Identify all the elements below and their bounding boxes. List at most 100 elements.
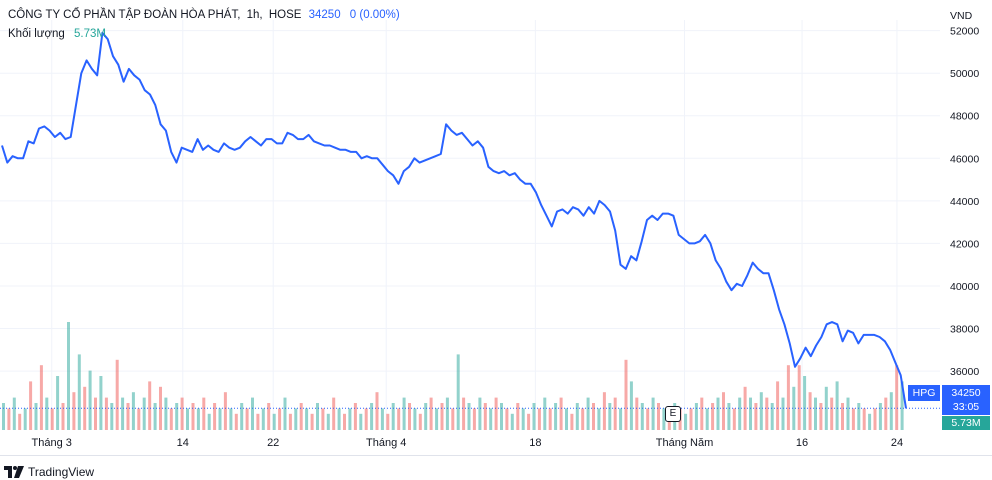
volume-bar — [418, 413, 422, 430]
volume-bar — [196, 408, 200, 430]
volume-bar — [808, 392, 812, 430]
volume-bar — [759, 392, 763, 430]
volume-bar — [516, 403, 520, 430]
volume-bar — [565, 408, 568, 430]
volume-bar — [738, 397, 742, 430]
volume-bar — [727, 403, 731, 430]
volume-bar — [164, 397, 168, 430]
volume-bar — [700, 397, 704, 430]
volume-bar — [586, 397, 590, 430]
volume-bar — [207, 413, 211, 430]
volume-bar — [380, 408, 384, 430]
volume-bar — [445, 397, 449, 430]
volume-bar — [310, 413, 314, 430]
x-tick-label: 14 — [177, 437, 189, 449]
volume-bar — [895, 365, 899, 430]
volume-bar — [110, 403, 114, 430]
volume-label: Khối lượng — [8, 28, 65, 40]
company-name: CÔNG TY CỔ PHẦN TẬP ĐOÀN HÒA PHÁT — [8, 9, 238, 21]
volume-value: 5.73M — [74, 28, 106, 40]
volume-bar — [67, 322, 70, 430]
volume-bar — [240, 403, 244, 430]
volume-bar — [104, 397, 108, 430]
volume-bar — [635, 397, 639, 430]
volume-bar — [261, 408, 265, 430]
volume-bar — [456, 354, 460, 430]
volume-bar — [749, 397, 752, 430]
volume-bar — [99, 376, 103, 430]
volume-bar — [50, 408, 54, 430]
volume-bar — [770, 403, 774, 430]
volume-bar — [776, 381, 780, 430]
volume-bar — [467, 403, 471, 430]
price-tag-value: 34250 — [951, 387, 981, 399]
volume-bar — [722, 392, 725, 430]
currency-label[interactable]: VND — [950, 10, 973, 22]
y-tick-label: 44000 — [950, 196, 979, 208]
volume-bar — [689, 408, 693, 430]
x-tick-label: 18 — [529, 437, 541, 449]
volume-bar — [348, 408, 352, 430]
volume-bar — [873, 408, 877, 430]
volume-bar — [575, 403, 579, 430]
volume-bar — [332, 397, 336, 430]
volume-bar — [121, 397, 125, 430]
volume-bar — [765, 397, 769, 430]
volume-bar — [554, 403, 558, 430]
y-tick-label: 46000 — [950, 153, 979, 165]
volume-bar — [364, 408, 368, 430]
volume-bar — [537, 408, 541, 430]
x-axis: Tháng 3 14 22 Tháng 4 18 Tháng Năm 16 24 — [32, 437, 904, 449]
countdown-value: 33:05 — [952, 401, 980, 413]
volume-bar — [559, 397, 563, 430]
volume-bar — [7, 408, 11, 430]
volume-bar — [34, 403, 38, 430]
volume-bar — [830, 397, 834, 430]
earnings-marker[interactable]: E — [665, 406, 681, 422]
volume-bar — [77, 354, 81, 430]
bottom-divider — [0, 455, 992, 456]
x-tick-label: Tháng 4 — [366, 437, 406, 449]
volume-bar — [408, 403, 411, 430]
volume-bar — [278, 408, 282, 430]
x-tick-label: 24 — [891, 437, 903, 449]
volume-bar — [213, 403, 217, 430]
volume-bar — [267, 403, 271, 430]
y-axis: 36000 38000 40000 42000 44000 46000 48000 50000… — [950, 26, 979, 378]
volume-bar — [494, 397, 498, 430]
interval-label[interactable]: 1h — [246, 9, 260, 21]
tradingview-branding[interactable]: TradingView — [4, 465, 94, 479]
volume-bar — [548, 408, 552, 430]
volume-bar — [45, 397, 49, 430]
volume-bar — [662, 408, 666, 430]
volume-bar — [786, 365, 790, 430]
volume-bar — [797, 365, 801, 430]
y-tick-label: 40000 — [950, 281, 979, 293]
volume-bar — [814, 397, 817, 430]
volume-bar — [288, 413, 292, 430]
volume-bar — [343, 413, 346, 430]
volume-bar — [218, 408, 222, 430]
volume-bar — [305, 408, 309, 430]
volume-bar — [159, 386, 162, 430]
volume-bar — [234, 413, 238, 430]
volume-bar — [180, 397, 184, 430]
volume-bar — [251, 397, 254, 430]
volume-bar — [337, 408, 341, 430]
volume-bar — [29, 381, 33, 430]
volume-bars — [2, 322, 904, 430]
volume-bar — [397, 408, 401, 430]
volume-bar — [602, 392, 606, 430]
branding-text: TradingView — [28, 465, 95, 479]
volume-bar — [391, 403, 395, 430]
volume-bar — [900, 381, 904, 430]
volume-bar — [851, 408, 855, 430]
volume-bar — [857, 403, 861, 430]
volume-bar — [326, 413, 330, 430]
volume-bar — [646, 408, 650, 430]
volume-bar — [256, 413, 260, 430]
grid-lines — [0, 20, 940, 430]
volume-bar — [532, 403, 536, 430]
price-series-line — [1, 31, 907, 409]
